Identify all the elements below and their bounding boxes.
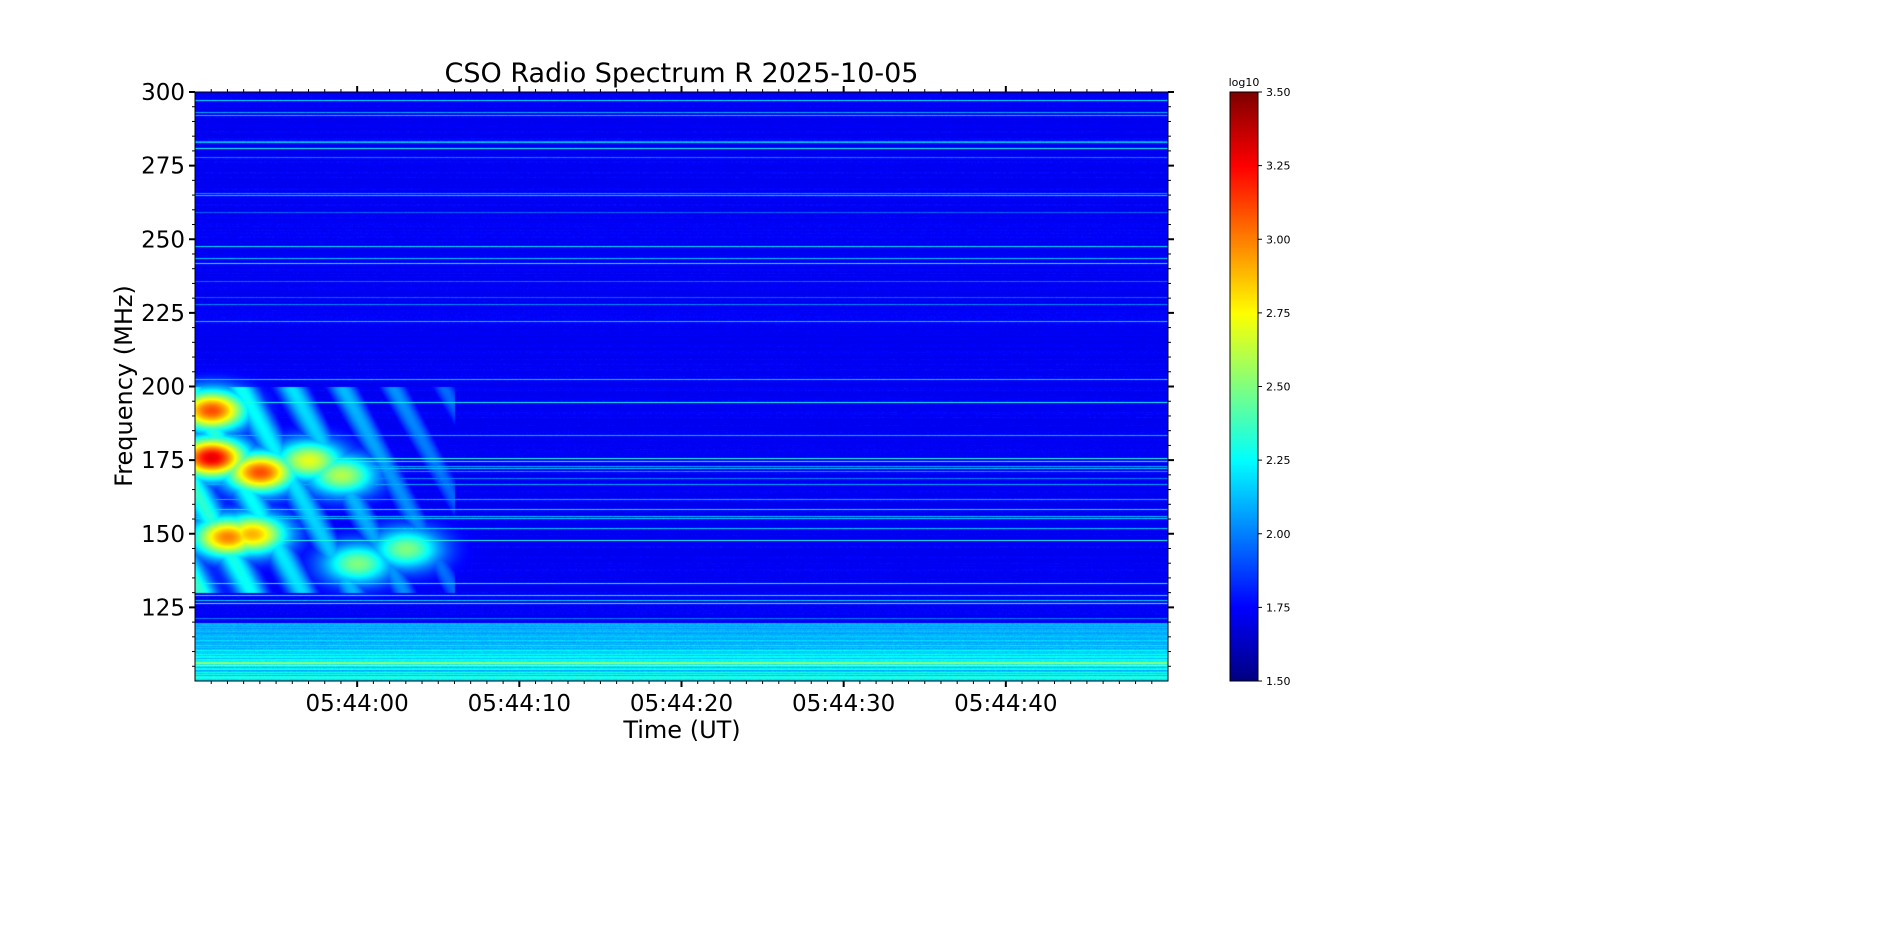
colorbar-tick-label: 2.25 — [1266, 454, 1291, 467]
y-tick-label: 275 — [141, 154, 185, 180]
y-tick-label: 125 — [141, 595, 185, 621]
colorbar-tick-label: 1.50 — [1266, 675, 1291, 688]
y-tick-label: 200 — [141, 375, 185, 401]
x-tick-label: 05:44:10 — [468, 691, 571, 717]
y-tick-label: 300 — [141, 80, 185, 106]
plot-frame — [194, 91, 1169, 682]
y-tick-label: 250 — [141, 227, 185, 253]
colorbar-tick-label: 3.50 — [1266, 86, 1291, 99]
colorbar-tick-label: 3.25 — [1266, 160, 1291, 173]
x-tick-label: 05:44:00 — [306, 691, 409, 717]
colorbar-tick-label: 2.00 — [1266, 528, 1291, 541]
chart-title: CSO Radio Spectrum R 2025-10-05 — [444, 58, 919, 89]
x-tick-label: 05:44:20 — [630, 691, 733, 717]
colorbar-tick-label: 3.00 — [1266, 233, 1291, 246]
x-tick-label: 05:44:40 — [954, 691, 1057, 717]
colorbar — [1230, 92, 1258, 681]
colorbar-tick-label: 1.75 — [1266, 601, 1291, 614]
colorbar-tick-label: 2.50 — [1266, 381, 1291, 394]
colorbar-frame — [1229, 91, 1259, 682]
x-tick-label: 05:44:30 — [792, 691, 895, 717]
spectrogram-heatmap — [195, 92, 1168, 681]
y-tick-label: 225 — [141, 301, 185, 327]
colorbar-label: log10 — [1228, 76, 1260, 89]
colorbar-tick-label: 2.75 — [1266, 307, 1291, 320]
y-tick-label: 175 — [141, 448, 185, 474]
x-axis-label: Time (UT) — [623, 716, 741, 744]
y-tick-label: 150 — [141, 522, 185, 548]
